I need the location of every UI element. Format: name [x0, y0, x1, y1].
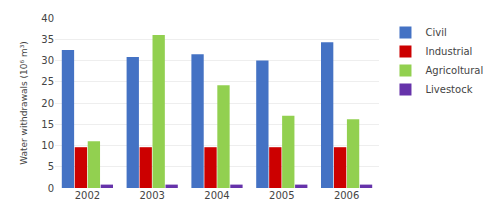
svg-text:2002: 2002	[75, 190, 100, 201]
svg-text:35: 35	[41, 34, 54, 45]
svg-text:10: 10	[41, 140, 54, 151]
svg-text:Water withdrawals (10⁶ m³): Water withdrawals (10⁶ m³)	[19, 41, 29, 165]
svg-text:Civil: Civil	[425, 27, 446, 38]
svg-text:Industrial: Industrial	[425, 46, 472, 57]
svg-text:0: 0	[48, 183, 54, 194]
svg-text:2004: 2004	[204, 190, 229, 201]
svg-text:2003: 2003	[139, 190, 164, 201]
svg-text:25: 25	[41, 76, 54, 87]
svg-text:Livestock: Livestock	[425, 84, 472, 95]
svg-text:20: 20	[41, 98, 54, 109]
svg-text:5: 5	[48, 161, 54, 172]
svg-text:15: 15	[41, 119, 54, 130]
svg-text:40: 40	[41, 13, 54, 24]
svg-text:2006: 2006	[334, 190, 359, 201]
svg-text:2005: 2005	[269, 190, 294, 201]
svg-text:Agricoltural: Agricoltural	[425, 65, 483, 76]
svg-text:30: 30	[41, 55, 54, 66]
